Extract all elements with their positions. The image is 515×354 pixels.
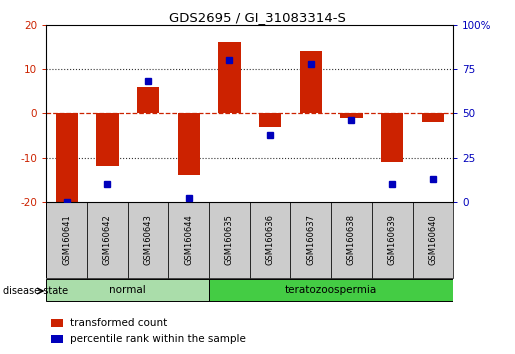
Bar xyxy=(250,202,290,278)
Text: GSM160635: GSM160635 xyxy=(225,215,234,265)
Bar xyxy=(381,113,403,162)
Bar xyxy=(259,113,281,127)
Bar xyxy=(422,113,444,122)
Text: GSM160639: GSM160639 xyxy=(388,215,397,265)
Text: GSM160642: GSM160642 xyxy=(103,215,112,265)
Bar xyxy=(178,113,200,175)
Text: GSM160641: GSM160641 xyxy=(62,215,71,265)
Bar xyxy=(87,202,128,278)
Text: GSM160638: GSM160638 xyxy=(347,214,356,266)
Bar xyxy=(46,202,87,278)
Bar xyxy=(290,202,331,278)
Bar xyxy=(372,202,413,278)
Bar xyxy=(96,113,118,166)
Text: GSM160644: GSM160644 xyxy=(184,215,193,265)
Text: percentile rank within the sample: percentile rank within the sample xyxy=(70,334,246,344)
Text: GSM160636: GSM160636 xyxy=(266,214,274,266)
Bar xyxy=(56,113,78,202)
Bar xyxy=(137,87,159,113)
Bar xyxy=(209,202,250,278)
Bar xyxy=(340,113,363,118)
Bar xyxy=(209,279,453,302)
Text: GSM160643: GSM160643 xyxy=(144,215,152,265)
Text: GSM160637: GSM160637 xyxy=(306,214,315,266)
Bar xyxy=(218,42,241,113)
Bar xyxy=(331,202,372,278)
Text: transformed count: transformed count xyxy=(70,318,167,328)
Bar xyxy=(128,202,168,278)
Bar xyxy=(413,202,453,278)
Text: normal: normal xyxy=(109,285,146,295)
Text: GSM160640: GSM160640 xyxy=(428,215,437,265)
Text: teratozoospermia: teratozoospermia xyxy=(285,285,377,295)
Bar xyxy=(168,202,209,278)
Text: disease state: disease state xyxy=(3,286,67,296)
Text: GDS2695 / GI_31083314-S: GDS2695 / GI_31083314-S xyxy=(169,11,346,24)
Bar xyxy=(46,279,209,302)
Bar xyxy=(300,51,322,113)
